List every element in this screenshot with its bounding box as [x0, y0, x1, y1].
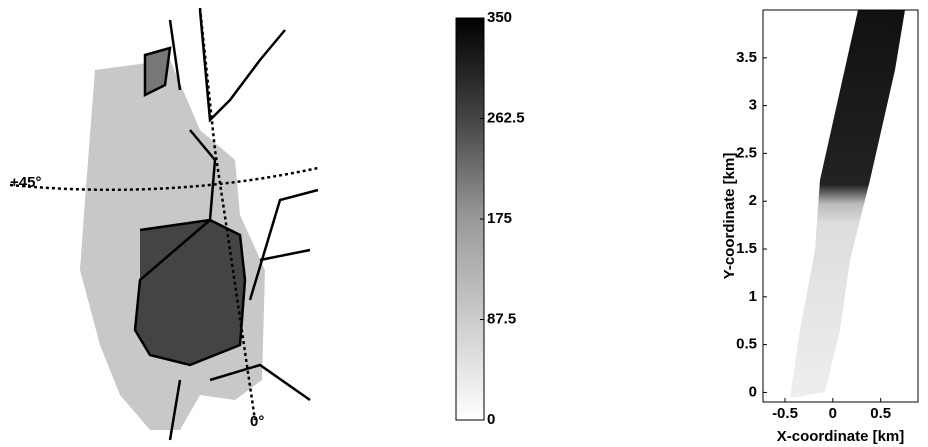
y-tick-label: 3.5 — [736, 49, 757, 66]
y-tick-label: 3 — [749, 97, 757, 114]
y-tick-label: 1.5 — [736, 240, 757, 257]
figure: +45° 0° 0 87.5 175 262.5 350 -0.5 0 0.5 0 0.5 1 1.5 2 2… — [0, 0, 928, 447]
heatmap — [790, 10, 905, 398]
x-tick-label: 0 — [829, 405, 837, 422]
y-tick-label: 0.5 — [736, 336, 757, 353]
map-annotation: 0° — [250, 413, 264, 430]
x-tick-label: -0.5 — [772, 405, 798, 422]
y-axis-label: Y-coordinate [km] — [721, 153, 738, 280]
x-axis-label: X-coordinate [km] — [777, 428, 905, 445]
y-tick-label: 2 — [749, 192, 757, 209]
map-annotation: +45° — [10, 174, 41, 191]
y-tick-label: 1 — [749, 288, 757, 305]
map — [10, 8, 484, 440]
colorbar-tick-label: 0 — [487, 411, 495, 428]
x-tick-label: 0.5 — [870, 405, 891, 422]
colorbar-tick-label: 87.5 — [487, 310, 516, 327]
y-tick-label: 0 — [749, 383, 757, 400]
colorbar-tick-label: 175 — [487, 210, 512, 227]
colorbar-tick-label: 262.5 — [487, 109, 525, 126]
y-tick-label: 2.5 — [736, 144, 757, 161]
colorbar-tick-label: 350 — [487, 9, 512, 26]
